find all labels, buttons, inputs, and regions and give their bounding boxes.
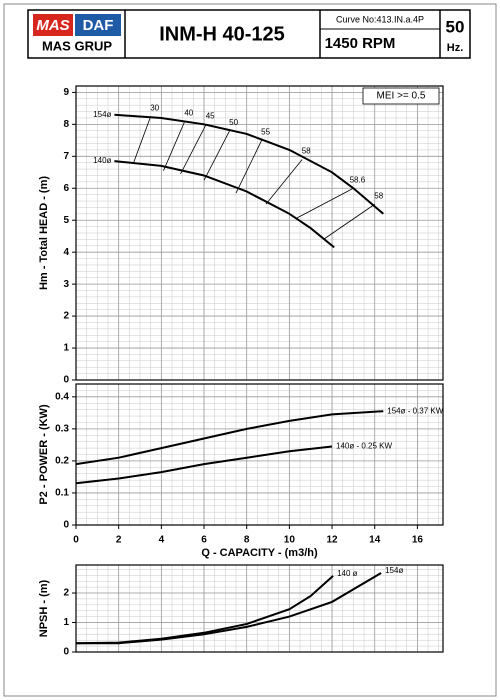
pump-title: INM-H 40-125 xyxy=(159,23,285,45)
frequency: 50 xyxy=(446,17,465,36)
speed: 1450 RPM xyxy=(325,35,396,52)
y-tick-label: 6 xyxy=(63,183,69,194)
efficiency-label: 58 xyxy=(302,147,311,156)
x-tick-label: 4 xyxy=(159,535,165,546)
series-label: 140 ø xyxy=(337,569,358,578)
plot-frame xyxy=(75,564,444,653)
y-tick-label: 5 xyxy=(63,215,69,226)
x-tick-label: 8 xyxy=(244,535,250,546)
x-tick-label: 6 xyxy=(201,535,207,546)
company-name: MAS GRUP xyxy=(42,38,112,53)
x-tick-label: 0 xyxy=(73,535,79,546)
x-tick-label: 14 xyxy=(369,535,381,546)
series-label: 154ø xyxy=(93,110,111,119)
efficiency-label: 50 xyxy=(229,118,238,127)
curve xyxy=(76,572,382,645)
efficiency-line xyxy=(235,140,262,194)
efficiency-line xyxy=(295,187,354,219)
y-tick-label: 2 xyxy=(63,588,69,599)
x-tick-label: 10 xyxy=(284,535,296,546)
y-tick-label: 0 xyxy=(63,647,69,658)
y-tick-label: 0.2 xyxy=(55,456,69,467)
y-tick-label: 0 xyxy=(63,520,69,531)
logo-text: DAF xyxy=(83,17,114,34)
plot-frame xyxy=(75,85,444,381)
header-frame xyxy=(27,9,471,59)
efficiency-label: 55 xyxy=(261,127,270,136)
annotation: MEI >= 0.5 xyxy=(377,91,426,102)
chart: 0 1 2 NPSH - (m) 140 ø 154ø xyxy=(38,564,444,658)
series-label: 140ø xyxy=(93,156,111,165)
series-label: 154ø - 0.37 KW xyxy=(387,406,443,415)
curve-number: Curve No:413.IN.a.4P xyxy=(336,14,424,24)
header: MAS DAF MAS GRUP INM-H 40-125 Curve No:4… xyxy=(27,9,471,59)
x-tick-label: 16 xyxy=(412,535,424,546)
y-tick-label: 0.4 xyxy=(55,391,69,402)
curve xyxy=(114,113,384,215)
logo-red xyxy=(33,14,73,36)
efficiency-label: 45 xyxy=(206,111,215,120)
efficiency-line xyxy=(163,120,186,171)
annotation-box xyxy=(362,87,440,105)
y-tick-label: 1 xyxy=(63,617,69,628)
y-tick-label: 9 xyxy=(63,87,69,98)
y-tick-label: 0 xyxy=(63,375,69,386)
efficiency-line xyxy=(203,130,230,181)
efficiency-line xyxy=(323,203,375,240)
y-axis-title: Hm - Total HEAD - (m) xyxy=(38,176,50,290)
curve xyxy=(75,410,384,466)
efficiency-label: 30 xyxy=(150,103,159,112)
frequency-unit: Hz. xyxy=(447,42,464,54)
page-frame xyxy=(3,3,497,697)
efficiency-line xyxy=(133,116,152,163)
efficiency-line xyxy=(265,159,303,205)
plot-area xyxy=(76,565,443,652)
y-tick-label: 7 xyxy=(63,151,69,162)
efficiency-label: 58.6 xyxy=(350,175,366,184)
chart: 0 2 4 6 8 10 12 14 16 0 0.1 0.2 0.3 0.4 P2 - POWER - (… xyxy=(38,383,444,559)
logo-text: MAS xyxy=(36,17,69,34)
y-tick-label: 8 xyxy=(63,119,69,130)
efficiency-label: 58 xyxy=(374,191,383,200)
y-tick-label: 0.1 xyxy=(55,488,69,499)
series-label: 154ø xyxy=(385,566,403,575)
x-axis-title: Q - CAPACITY - (m3/h) xyxy=(201,547,318,559)
logo-blue xyxy=(75,14,121,36)
x-tick-label: 12 xyxy=(326,535,338,546)
efficiency-line xyxy=(180,124,207,175)
curve xyxy=(75,445,333,485)
y-tick-label: 4 xyxy=(63,247,69,258)
y-tick-label: 0.3 xyxy=(55,424,69,435)
y-tick-label: 2 xyxy=(63,311,69,322)
y-tick-label: 3 xyxy=(63,279,69,290)
y-tick-label: 1 xyxy=(63,343,69,354)
x-tick-label: 2 xyxy=(116,535,122,546)
y-axis-title: P2 - POWER - (KW) xyxy=(38,404,50,505)
efficiency-label: 40 xyxy=(184,108,193,117)
curve xyxy=(114,160,335,249)
y-axis-title: NPSH - (m) xyxy=(38,579,50,637)
plot-frame xyxy=(75,383,444,526)
series-label: 140ø - 0.25 KW xyxy=(336,442,392,451)
